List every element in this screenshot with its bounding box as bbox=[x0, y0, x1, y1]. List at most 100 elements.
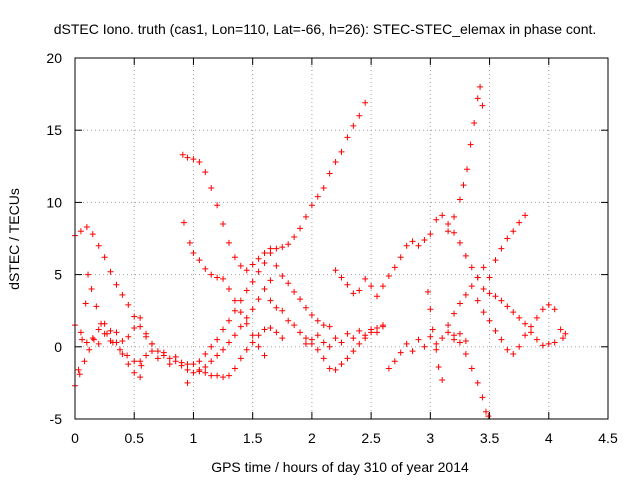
data-point bbox=[279, 335, 286, 342]
data-point bbox=[291, 234, 298, 241]
data-point bbox=[90, 336, 97, 343]
data-point bbox=[249, 332, 256, 339]
data-point bbox=[249, 339, 256, 346]
data-point bbox=[356, 112, 363, 119]
series-arc12 bbox=[332, 212, 558, 349]
data-point bbox=[124, 352, 131, 359]
x-tick-label: 3 bbox=[426, 430, 434, 446]
data-point bbox=[498, 336, 505, 343]
data-point bbox=[421, 343, 428, 350]
data-point bbox=[179, 151, 186, 158]
data-point bbox=[101, 330, 108, 337]
data-point bbox=[225, 286, 232, 293]
y-tick-label: 0 bbox=[54, 339, 62, 355]
data-point bbox=[451, 310, 458, 317]
data-point bbox=[255, 332, 262, 339]
x-tick-label: 4 bbox=[545, 430, 553, 446]
data-point bbox=[137, 374, 144, 381]
data-point bbox=[131, 358, 138, 365]
data-point bbox=[320, 355, 327, 362]
data-point bbox=[119, 351, 126, 358]
data-point bbox=[255, 268, 262, 275]
series-arc7 bbox=[180, 219, 268, 359]
series-arc16 bbox=[451, 212, 529, 317]
series-arc4 bbox=[72, 314, 155, 347]
data-point bbox=[184, 379, 191, 386]
data-point bbox=[208, 372, 215, 379]
data-point bbox=[451, 332, 458, 339]
data-point bbox=[261, 260, 268, 267]
data-point bbox=[460, 182, 467, 189]
data-point bbox=[308, 336, 315, 343]
data-point bbox=[148, 348, 155, 355]
data-point bbox=[190, 369, 197, 376]
data-point bbox=[374, 329, 381, 336]
data-point bbox=[462, 291, 469, 298]
data-point bbox=[338, 361, 345, 368]
data-point bbox=[95, 340, 102, 347]
data-point bbox=[356, 327, 363, 334]
data-point bbox=[231, 365, 238, 372]
data-point bbox=[462, 252, 469, 259]
data-point bbox=[77, 329, 84, 336]
data-point bbox=[338, 339, 345, 346]
series-arc14 bbox=[424, 288, 446, 384]
data-point bbox=[368, 283, 375, 290]
data-point bbox=[504, 235, 511, 242]
y-tick-label: 20 bbox=[46, 50, 62, 66]
data-point bbox=[76, 371, 83, 378]
series-arc9 bbox=[196, 325, 286, 381]
data-point bbox=[427, 231, 434, 238]
data-point bbox=[243, 314, 250, 321]
data-point bbox=[231, 254, 238, 261]
data-point bbox=[445, 329, 452, 336]
data-point bbox=[314, 332, 321, 339]
data-point bbox=[374, 293, 381, 300]
data-point bbox=[344, 281, 351, 288]
data-point bbox=[397, 254, 404, 261]
data-point bbox=[131, 325, 138, 332]
data-point bbox=[433, 340, 440, 347]
data-point bbox=[113, 281, 120, 288]
data-point bbox=[427, 306, 434, 313]
data-point bbox=[409, 238, 416, 245]
data-point bbox=[510, 309, 517, 316]
data-point bbox=[180, 219, 187, 226]
data-point bbox=[79, 336, 86, 343]
data-point bbox=[522, 332, 529, 339]
data-point bbox=[143, 330, 150, 337]
data-point bbox=[320, 184, 327, 191]
data-point bbox=[498, 245, 505, 252]
data-point bbox=[98, 320, 105, 327]
data-point bbox=[237, 262, 244, 269]
data-point bbox=[314, 346, 321, 353]
series-arc6 bbox=[179, 99, 369, 274]
data-point bbox=[326, 343, 333, 350]
data-point bbox=[557, 326, 564, 333]
data-point bbox=[314, 193, 321, 200]
data-point bbox=[95, 242, 102, 249]
data-point bbox=[237, 309, 244, 316]
data-point bbox=[125, 333, 132, 340]
data-point bbox=[468, 283, 475, 290]
data-point bbox=[184, 361, 191, 368]
data-point bbox=[225, 317, 232, 324]
data-point bbox=[474, 297, 481, 304]
data-point bbox=[539, 342, 546, 349]
data-point bbox=[483, 408, 490, 415]
x-tick-label: 2 bbox=[308, 430, 316, 446]
data-point bbox=[403, 340, 410, 347]
data-point bbox=[320, 322, 327, 329]
data-point bbox=[107, 338, 114, 345]
data-point bbox=[273, 245, 280, 252]
data-point bbox=[302, 213, 309, 220]
data-point bbox=[83, 339, 90, 346]
data-point bbox=[486, 274, 493, 281]
data-point bbox=[451, 213, 458, 220]
series-arc15 bbox=[445, 83, 486, 235]
data-point bbox=[362, 99, 369, 106]
data-point bbox=[477, 83, 484, 90]
data-point bbox=[545, 340, 552, 347]
data-point bbox=[297, 225, 304, 232]
data-point bbox=[391, 358, 398, 365]
